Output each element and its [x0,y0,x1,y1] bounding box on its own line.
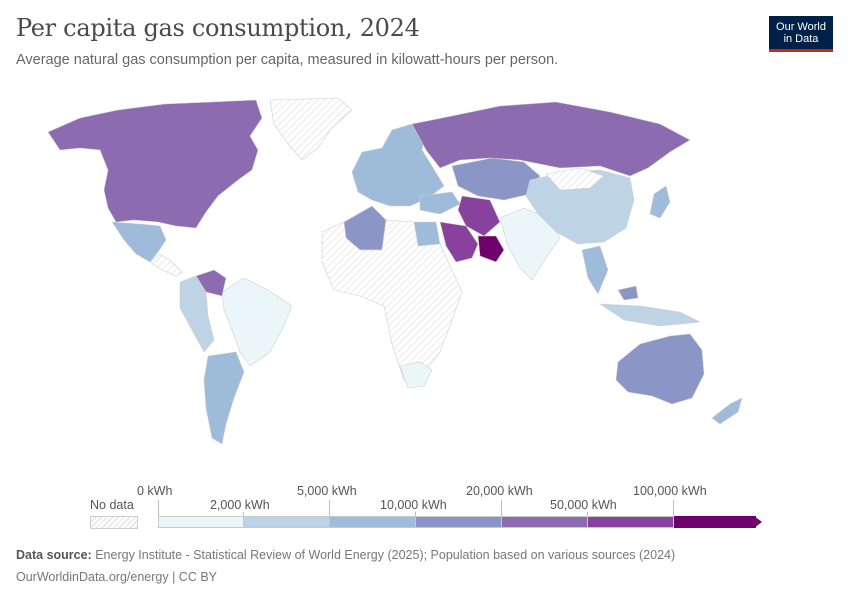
region-south-africa[interactable] [399,361,433,389]
footer-source-text: Energy Institute - Statistical Review of… [95,548,676,562]
region-new-zealand[interactable] [711,397,743,425]
region-argentina[interactable] [203,351,245,445]
region-greenland[interactable] [269,97,353,161]
region-brazil[interactable] [221,277,293,367]
region-europe[interactable] [351,123,445,207]
logo-line-2: in Data [783,33,819,45]
region-egypt[interactable] [413,221,441,247]
logo-accent-bar [769,49,833,52]
footer-source: Data source: Energy Institute - Statisti… [16,548,675,562]
region-malaysia[interactable] [617,285,639,301]
region-indonesia[interactable] [598,303,702,327]
region-saudi-arabia[interactable] [439,221,479,263]
logo-line-1: Our World [776,21,826,33]
region-southeast-asia[interactable] [581,245,609,295]
footer-credit[interactable]: OurWorldinData.org/energy | CC BY [16,570,218,584]
region-central-america[interactable] [149,253,183,277]
region-mexico[interactable] [111,221,167,263]
region-africa-rest[interactable] [321,219,463,381]
chart-title: Per capita gas consumption, 2024 [16,14,420,42]
region-india[interactable] [499,207,561,281]
owid-logo[interactable]: Our World in Data [769,16,833,52]
region-qatar-uae[interactable] [477,235,505,263]
chart-subtitle: Average natural gas consumption per capi… [16,52,559,68]
region-andes[interactable] [179,275,215,353]
region-china[interactable] [525,169,635,245]
region-australia[interactable] [615,333,705,405]
region-russia[interactable] [411,101,691,177]
region-north-america[interactable] [47,99,263,229]
region-mongolia[interactable] [545,167,605,191]
footer-source-label: Data source: [16,548,92,562]
region-japan[interactable] [649,185,671,219]
region-turkey-levant[interactable] [419,191,461,215]
